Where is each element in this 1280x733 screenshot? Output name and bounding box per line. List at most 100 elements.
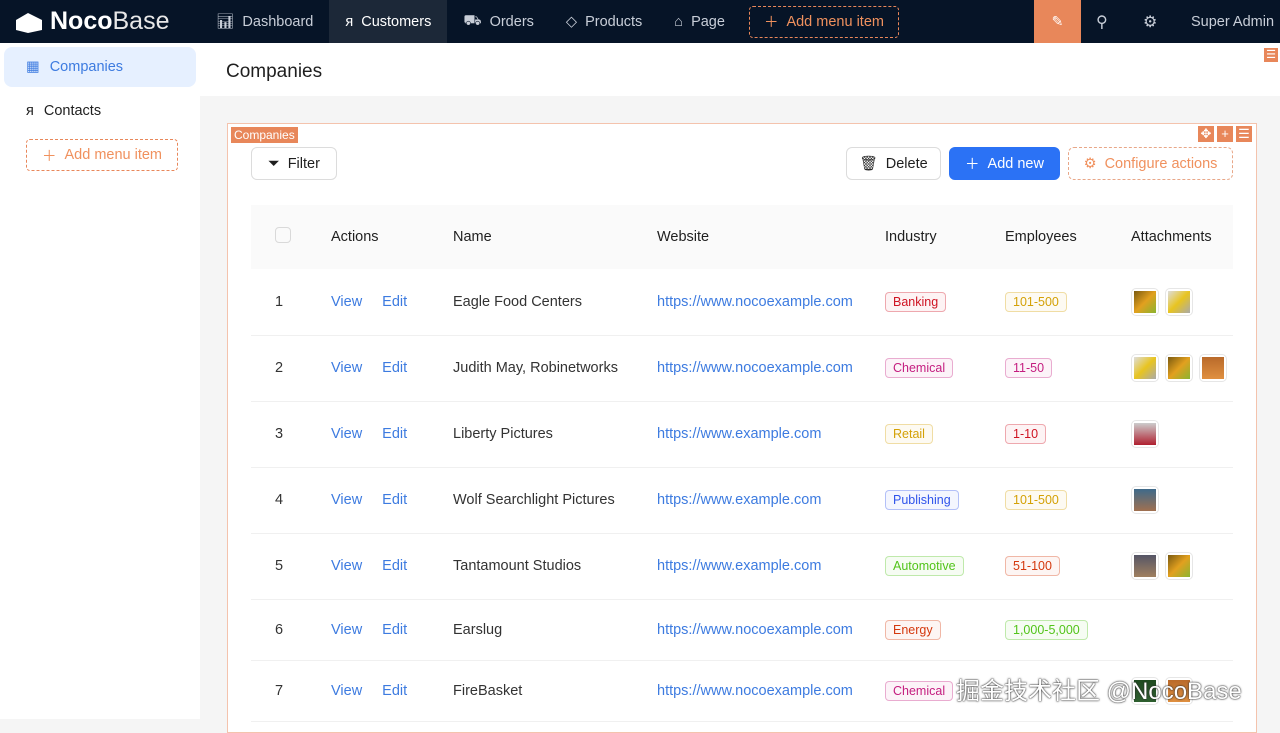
row-number: 3 — [251, 401, 331, 468]
ui-editor-toggle[interactable]: ✎ — [1034, 0, 1081, 43]
block-settings-icon[interactable]: ☰ — [1236, 126, 1252, 142]
view-link[interactable]: View — [331, 293, 363, 310]
nav-page[interactable]: ⌂ Page — [674, 13, 725, 30]
edit-link[interactable]: Edit — [382, 426, 408, 442]
row-number: 7 — [251, 660, 331, 722]
sidebar-item-companies[interactable]: ▦ Companies — [4, 47, 196, 87]
nav-orders[interactable]: ⛟ Orders — [463, 12, 534, 30]
attachment-thumbnail[interactable] — [1165, 552, 1193, 580]
employees-tag: 51-100 — [1005, 556, 1060, 576]
top-add-menu-item-button[interactable]: ＋ Add menu item — [748, 5, 899, 38]
nav-customers[interactable]: ᴙ Customers — [329, 0, 448, 43]
website-link[interactable]: https://www.nocoexample.com — [657, 660, 885, 722]
plus-icon: ＋ — [965, 157, 980, 173]
edit-link[interactable]: Edit — [382, 621, 408, 638]
sidebar: ▦ Companies ᴙ Contacts ＋ Add menu item — [0, 43, 200, 719]
industry-tag: Retail — [885, 424, 933, 444]
page-header: Companies — [200, 43, 1280, 96]
attachment-thumbnail[interactable] — [1131, 552, 1159, 580]
col-name[interactable]: Name — [453, 205, 657, 269]
industry-tag: Energy — [885, 619, 941, 640]
view-link[interactable]: View — [331, 492, 363, 508]
table-row[interactable]: 3 View Edit Liberty Pictures https://www.… — [251, 401, 1233, 468]
attachment-thumbnail[interactable] — [1199, 354, 1227, 382]
row-number: 6 — [251, 599, 331, 661]
col-website[interactable]: Website — [657, 205, 885, 269]
companies-table: Actions Name Website Industry Employees … — [251, 205, 1233, 722]
plugin-button[interactable]: ⚲ — [1096, 0, 1108, 43]
row-number: 1 — [251, 269, 331, 336]
logo-icon — [16, 12, 42, 33]
edit-link[interactable]: Edit — [382, 293, 408, 310]
configure-actions-button[interactable]: ⚙ Configure actions — [1068, 147, 1233, 180]
employees-tag: 101-500 — [1005, 490, 1067, 510]
edit-link[interactable]: Edit — [382, 360, 408, 376]
table-row[interactable]: 2 View Edit Judith May, Robinetworks http… — [251, 335, 1233, 402]
page-settings-icon[interactable]: ☰ — [1264, 48, 1278, 62]
attachment-thumbnail[interactable] — [1165, 287, 1193, 316]
website-link[interactable]: https://www.example.com — [657, 533, 885, 600]
industry-tag: Publishing — [885, 490, 959, 510]
industry-tag: Chemical — [885, 680, 954, 701]
col-employees[interactable]: Employees — [1005, 205, 1131, 269]
company-name: Wolf Searchlight Pictures — [453, 467, 657, 534]
company-name: Tantamount Studios — [453, 533, 657, 600]
view-link[interactable]: View — [331, 558, 363, 574]
industry-tag: Automotive — [885, 556, 964, 576]
nav-products[interactable]: ◇ Products — [565, 13, 643, 30]
block-tag: Companies — [231, 127, 298, 143]
table-row[interactable]: 7 View Edit FireBasket https://www.nocoex… — [251, 660, 1233, 722]
website-link[interactable]: https://www.example.com — [657, 401, 885, 468]
edit-link[interactable]: Edit — [382, 558, 408, 574]
website-link[interactable]: https://www.nocoexample.com — [657, 269, 885, 336]
gear-icon: ⚙ — [1143, 13, 1158, 31]
view-link[interactable]: View — [331, 621, 363, 638]
plug-icon: ⚲ — [1096, 13, 1108, 31]
attachment-thumbnail[interactable] — [1131, 486, 1159, 514]
col-attachments[interactable]: Attachments — [1131, 205, 1233, 269]
row-number: 4 — [251, 467, 331, 534]
user-menu[interactable]: Super Admin — [1191, 13, 1275, 30]
website-link[interactable]: https://www.example.com — [657, 467, 885, 534]
select-all-checkbox[interactable] — [275, 227, 291, 243]
col-actions: Actions — [331, 205, 453, 269]
view-link[interactable]: View — [331, 360, 363, 376]
employees-tag: 101-500 — [1005, 291, 1067, 312]
plus-icon: ＋ — [41, 148, 57, 165]
website-link[interactable]: https://www.nocoexample.com — [657, 599, 885, 661]
attachment-thumbnail[interactable] — [1131, 354, 1159, 382]
website-link[interactable]: https://www.nocoexample.com — [657, 335, 885, 402]
table-row[interactable]: 4 View Edit Wolf Searchlight Pictures htt… — [251, 467, 1233, 534]
settings-button[interactable]: ⚙ — [1143, 0, 1157, 43]
company-name: Judith May, Robinetworks — [453, 335, 657, 402]
attachment-thumbnail[interactable] — [1165, 354, 1193, 382]
delete-button[interactable]: 🗑︎ Delete — [846, 147, 941, 180]
attachment-thumbnail[interactable] — [1165, 676, 1193, 705]
drag-icon[interactable]: ✥ — [1198, 126, 1214, 142]
sidebar-add-menu-item-button[interactable]: ＋ Add menu item — [26, 139, 178, 171]
table-block: Companies ✥ + ☰ ⏷ Filter 🗑︎ Delete ＋ Add ne… — [227, 123, 1257, 733]
nav-dashboard[interactable]: 📊︎ Dashboard — [216, 13, 314, 31]
filter-button[interactable]: ⏷ Filter — [251, 147, 337, 180]
view-link[interactable]: View — [331, 682, 363, 699]
table-row[interactable]: 1 View Edit Eagle Food Centers https://ww… — [251, 269, 1233, 336]
add-new-button[interactable]: ＋ Add new — [949, 147, 1060, 180]
user-icon: ᴙ — [26, 103, 34, 119]
attachment-thumbnail[interactable] — [1131, 420, 1159, 448]
add-block-icon[interactable]: + — [1217, 126, 1233, 142]
attachment-thumbnail[interactable] — [1131, 676, 1159, 705]
sidebar-item-contacts[interactable]: ᴙ Contacts — [26, 103, 102, 119]
company-name: Earslug — [453, 599, 657, 661]
employees-tag: 11-50 — [1005, 358, 1053, 378]
edit-link[interactable]: Edit — [382, 682, 408, 699]
employees-tag: 1,000-5,000 — [1005, 619, 1088, 640]
table-row[interactable]: 5 View Edit Tantamount Studios https://ww… — [251, 533, 1233, 600]
table-row[interactable]: 6 View Edit Earslug https://www.nocoexamp… — [251, 599, 1233, 661]
edit-link[interactable]: Edit — [382, 492, 408, 508]
col-industry[interactable]: Industry — [885, 205, 1005, 269]
row-number: 5 — [251, 533, 331, 600]
logo[interactable]: Noco Base — [0, 7, 200, 36]
filter-icon: ⏷ — [268, 155, 280, 172]
attachment-thumbnail[interactable] — [1131, 287, 1159, 316]
view-link[interactable]: View — [331, 426, 363, 442]
